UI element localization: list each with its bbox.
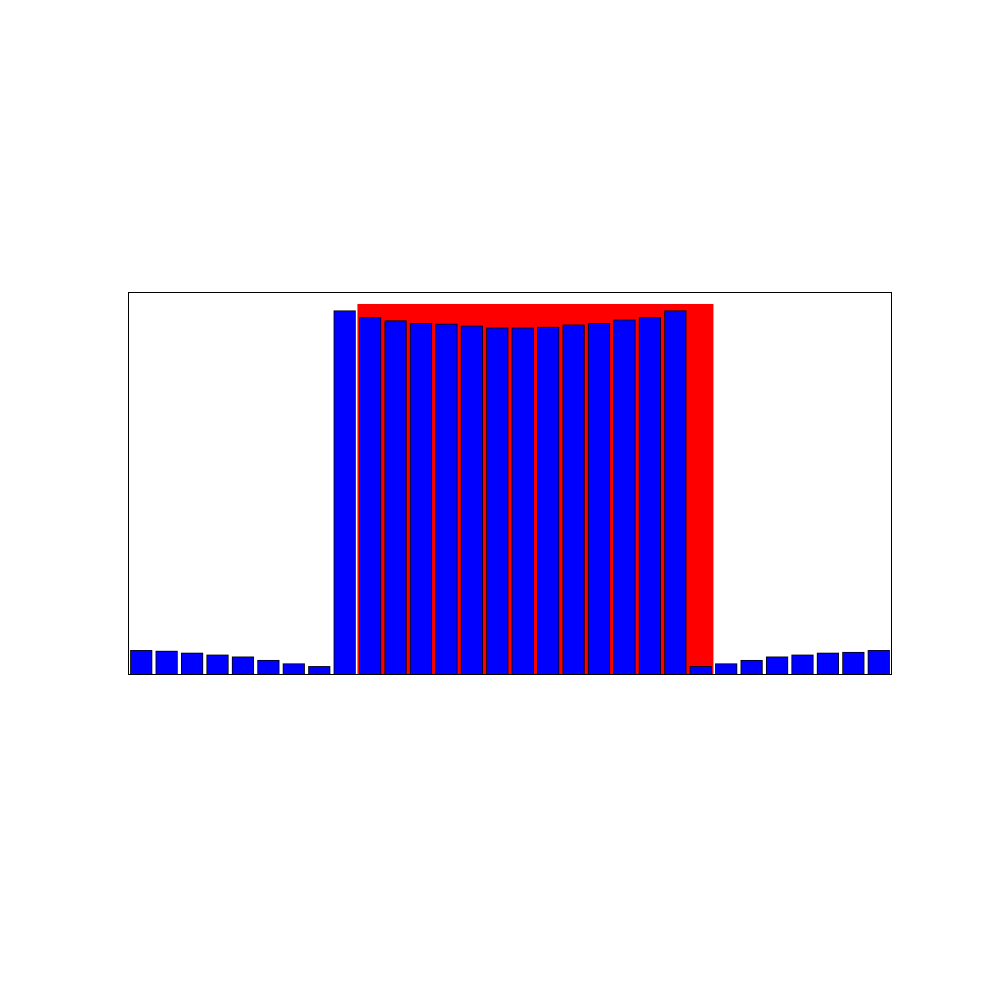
bar-9: [333, 310, 356, 675]
bar-18: [562, 324, 585, 675]
bar-3: [181, 652, 204, 675]
plot-frame: [128, 292, 892, 675]
bar-29: [842, 651, 865, 675]
bar-14: [460, 325, 483, 675]
bar-15: [486, 327, 509, 675]
bar-8: [308, 666, 331, 675]
bar-21: [638, 317, 661, 675]
bar-13: [435, 323, 458, 675]
bar-25: [740, 659, 763, 675]
bar-7: [282, 663, 305, 675]
bar-27: [791, 654, 814, 675]
bar-16: [511, 327, 534, 675]
bar-5: [231, 656, 255, 675]
bar-26: [765, 656, 789, 675]
bar-19: [587, 323, 611, 675]
bar-12: [409, 323, 433, 675]
bar-17: [537, 326, 560, 675]
bar-23: [689, 666, 712, 675]
bar-30: [867, 650, 890, 675]
bar-20: [613, 319, 636, 675]
bar-1: [130, 650, 153, 675]
bar-11: [384, 320, 407, 675]
bar-24: [715, 663, 738, 675]
bar-4: [206, 654, 229, 675]
bar-10: [359, 317, 382, 675]
bars-layer: [130, 310, 890, 675]
bar-28: [816, 652, 839, 675]
bar-2: [155, 650, 178, 675]
bar-22: [664, 310, 687, 675]
bar-6: [257, 659, 280, 675]
